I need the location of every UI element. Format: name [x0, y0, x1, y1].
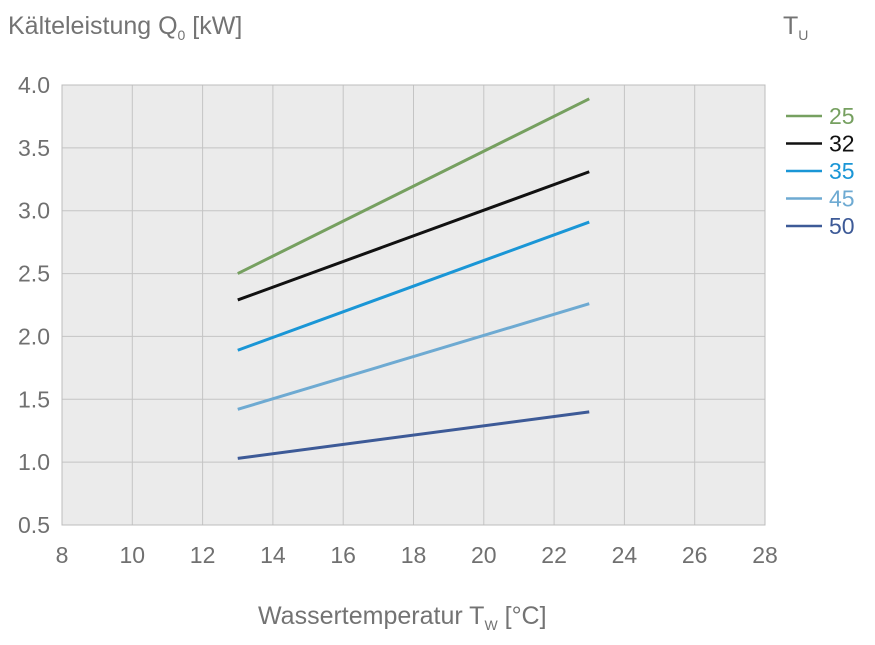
- y-axis-label: Kälteleistung Q0 [kW]: [8, 12, 243, 43]
- x-tick-label: 20: [471, 542, 497, 568]
- legend-label-25: 25: [829, 103, 855, 129]
- legend-label-50: 50: [829, 213, 855, 239]
- series-line-45: [237, 302, 590, 411]
- series-line-35: [237, 220, 590, 352]
- x-axis-label: Wassertemperatur TW [°C]: [258, 602, 547, 633]
- tick-labels: 8 10 12 14 16 18 20 22 24 26 28 0.5 1.0 1.5 2.0 2.5 3.0 3…: [18, 72, 778, 568]
- x-tick-label: 28: [752, 542, 778, 568]
- legend-label-35: 35: [829, 158, 855, 184]
- plot-border: [61, 84, 766, 526]
- grid: [61, 84, 766, 526]
- series-line-25: [237, 97, 590, 275]
- y-tick-label: 1.0: [18, 449, 50, 475]
- x-tick-label: 18: [401, 542, 427, 568]
- x-tick-label: 14: [260, 542, 286, 568]
- x-tick-label: 26: [682, 542, 708, 568]
- y-tick-label: 4.0: [18, 72, 50, 98]
- y-tick-label: 2.5: [18, 261, 50, 287]
- legend-label-32: 32: [829, 131, 855, 157]
- x-tick-label: 10: [120, 542, 146, 568]
- series-lines: [237, 97, 590, 460]
- x-tick-label: 16: [330, 542, 356, 568]
- x-tick-label: 22: [541, 542, 567, 568]
- x-tick-label: 12: [190, 542, 216, 568]
- legend-title: TU: [783, 12, 809, 43]
- y-tick-label: 3.0: [18, 198, 50, 224]
- series-line-32: [237, 170, 590, 302]
- y-tick-label: 3.5: [18, 135, 50, 161]
- series-line-50: [237, 410, 590, 460]
- y-tick-label: 1.5: [18, 386, 50, 412]
- legend-label-45: 45: [829, 186, 855, 212]
- x-tick-label: 24: [612, 542, 638, 568]
- x-tick-label: 8: [56, 542, 69, 568]
- y-tick-label: 0.5: [18, 512, 50, 538]
- y-tick-label: 2.0: [18, 323, 50, 349]
